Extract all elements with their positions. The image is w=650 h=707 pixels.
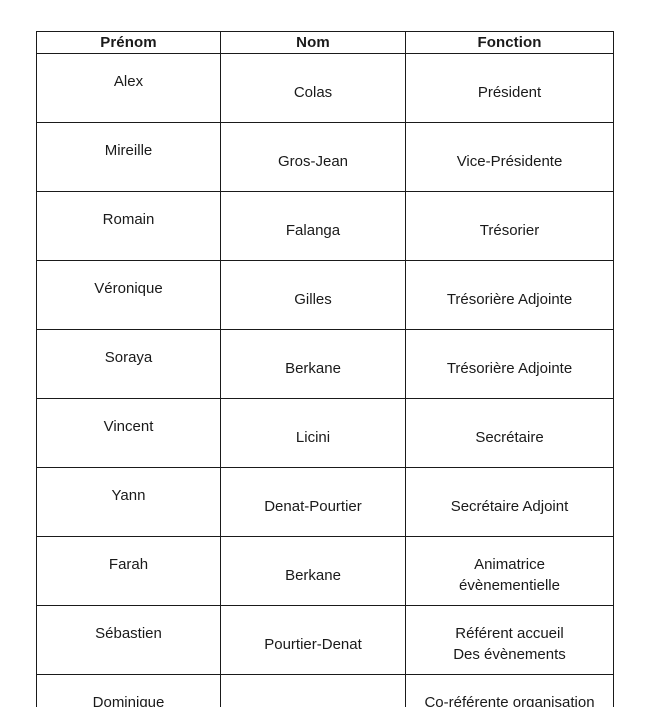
table-row: Sébastien Pourtier-Denat Référent accueil … [36,605,614,675]
cell-nom: Pourtier-Denat [220,605,406,675]
column-header-fonction: Fonction [405,31,614,54]
cell-fonction: Trésorière Adjointe [405,329,614,399]
table-row: Yann Denat-Pourtier Secrétaire Adjoint [36,467,614,537]
cell-fonction: Président [405,53,614,123]
cell-fonction: Trésorier [405,191,614,261]
cell-prenom: Romain [36,191,221,261]
cell-fonction: Secrétaire [405,398,614,468]
table-row: Farah Berkane Animatrice évènementielle [36,536,614,606]
cell-fonction: Animatrice évènementielle [405,536,614,606]
table-row: Alex Colas Président [36,53,614,123]
cell-fonction: Trésorière Adjointe [405,260,614,330]
header-row: Prénom Nom Fonction [36,31,614,54]
cell-fonction: Co-référente organisation des soirées [405,674,614,707]
table-row: Véronique Gilles Trésorière Adjointe [36,260,614,330]
cell-prenom: Vincent [36,398,221,468]
cell-prenom: Sébastien [36,605,221,675]
cell-prenom: Soraya [36,329,221,399]
cell-nom: Denat-Pourtier [220,467,406,537]
cell-fonction: Référent accueil Des évènements [405,605,614,675]
cell-prenom: Véronique [36,260,221,330]
cell-prenom: Alex [36,53,221,123]
cell-nom: Berkane [220,536,406,606]
cell-nom: Colas [220,53,406,123]
committee-table: Prénom Nom Fonction Alex Colas Président Mi… [36,31,614,707]
column-header-prenom: Prénom [36,31,221,54]
table-row: Vincent Licini Secrétaire [36,398,614,468]
table-row: Mireille Gros-Jean Vice-Présidente [36,122,614,192]
cell-nom: Flageul [220,674,406,707]
table-row: DominiqueFlageulCo-référente organisatio… [36,674,614,707]
cell-nom: Gros-Jean [220,122,406,192]
cell-prenom: Yann [36,467,221,537]
cell-nom: Falanga [220,191,406,261]
cell-prenom: Farah [36,536,221,606]
table-row: Romain Falanga Trésorier [36,191,614,261]
cell-nom: Gilles [220,260,406,330]
cell-fonction: Secrétaire Adjoint [405,467,614,537]
table-row: Soraya Berkane Trésorière Adjointe [36,329,614,399]
cell-nom: Berkane [220,329,406,399]
cell-nom: Licini [220,398,406,468]
column-header-nom: Nom [220,31,406,54]
table-body: Alex Colas Président Mireille Gros-Jean Vice-… [36,53,614,707]
cell-fonction: Vice-Présidente [405,122,614,192]
cell-prenom: Mireille [36,122,221,192]
cell-prenom: Dominique [36,674,221,707]
